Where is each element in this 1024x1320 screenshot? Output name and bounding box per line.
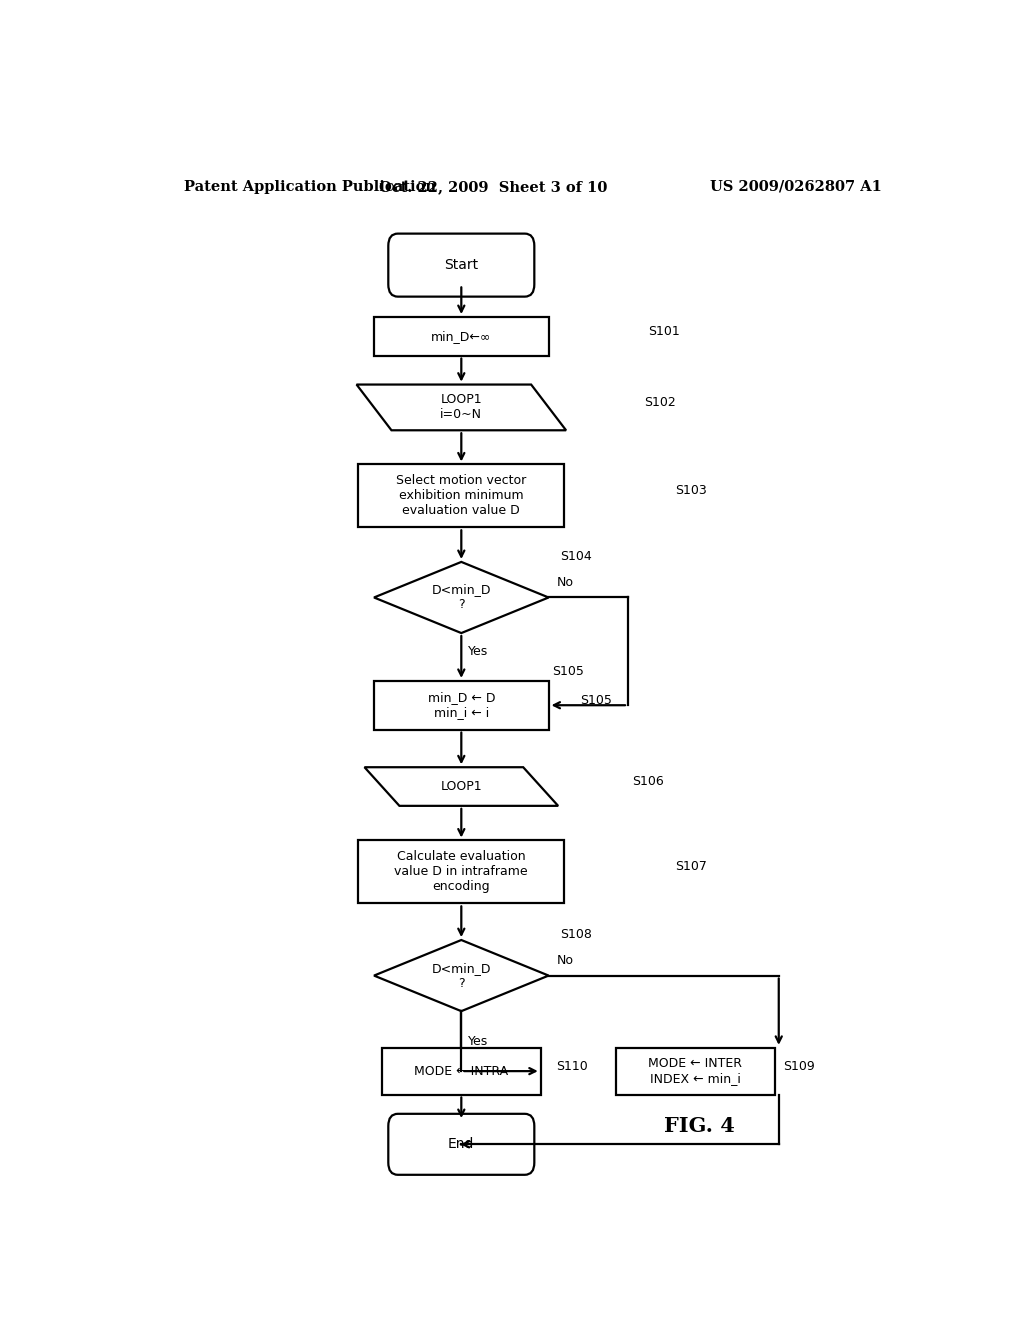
Text: US 2009/0262807 A1: US 2009/0262807 A1 [710,180,882,194]
Text: S103: S103 [676,484,708,498]
Text: S108: S108 [560,928,593,941]
Text: Yes: Yes [468,1035,487,1048]
Text: FIG. 4: FIG. 4 [664,1115,735,1137]
Text: S110: S110 [557,1060,589,1073]
Text: No: No [557,577,573,589]
FancyBboxPatch shape [388,234,535,297]
Text: S105: S105 [553,665,585,677]
Text: Calculate evaluation
value D in intraframe
encoding: Calculate evaluation value D in intrafra… [394,850,528,894]
Polygon shape [374,940,549,1011]
Bar [616,1048,775,1094]
Polygon shape [374,562,549,634]
Text: S105: S105 [581,693,612,706]
Text: MODE ← INTER
INDEX ← min_i: MODE ← INTER INDEX ← min_i [648,1057,742,1085]
Text: S101: S101 [648,325,680,338]
Text: min_D←∞: min_D←∞ [431,330,492,343]
Text: Start: Start [444,259,478,272]
Text: LOOP1
i=0~N: LOOP1 i=0~N [440,393,482,421]
Text: No: No [557,954,573,968]
FancyBboxPatch shape [388,1114,535,1175]
Text: Patent Application Publication: Patent Application Publication [183,180,435,194]
Bar [358,465,564,528]
Text: S109: S109 [782,1060,814,1073]
Text: D<min_D
?: D<min_D ? [431,583,492,611]
Text: S106: S106 [632,775,664,788]
Polygon shape [356,384,566,430]
Text: S104: S104 [560,550,592,564]
Bar [382,1048,541,1094]
Text: S102: S102 [644,396,676,409]
Polygon shape [365,767,558,805]
Text: Oct. 22, 2009  Sheet 3 of 10: Oct. 22, 2009 Sheet 3 of 10 [379,180,607,194]
Text: S107: S107 [676,861,708,874]
Bar [374,317,549,355]
Text: Select motion vector
exhibition minimum
evaluation value D: Select motion vector exhibition minimum … [396,474,526,517]
Text: Yes: Yes [468,645,487,659]
Text: min_D ← D
min_i ← i: min_D ← D min_i ← i [428,692,495,719]
Text: End: End [449,1138,474,1151]
Bar [374,681,549,730]
Text: D<min_D
?: D<min_D ? [431,961,492,990]
Text: MODE ← INTRA: MODE ← INTRA [415,1065,508,1077]
Text: LOOP1: LOOP1 [440,780,482,793]
Bar [358,841,564,903]
